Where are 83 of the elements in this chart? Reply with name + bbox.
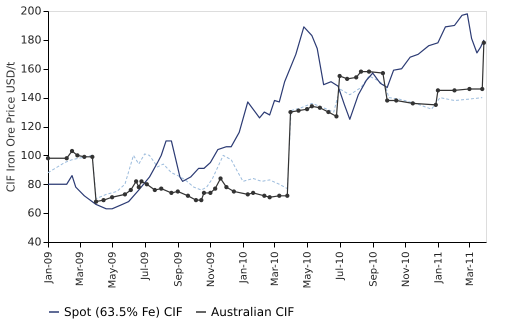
y-tick-label: 60 [28,206,42,220]
point [285,194,290,198]
point [345,76,350,81]
y-tick-label: 40 [28,236,42,248]
x-tick-label: Mar-10 [270,252,281,286]
point [366,70,372,74]
x-tick-label: May-10 [302,252,314,288]
point [213,186,218,191]
y-tick-label: 120 [20,120,42,133]
point [326,110,331,114]
point [70,148,74,154]
point [202,190,206,196]
point [224,185,229,190]
point [122,192,128,196]
point [208,190,212,196]
x-tick-label: May-09 [108,252,119,288]
point [277,194,282,198]
point [480,86,484,92]
point [128,188,133,192]
point [159,186,164,191]
y-tick-label: 140 [20,91,42,104]
point [358,70,364,74]
point [304,107,310,112]
x-tick-label: Jan-10 [238,252,250,284]
point [310,104,314,108]
point [296,108,301,113]
x-tick-label: Jan-09 [44,252,54,284]
point [110,195,114,200]
legend-label: Australian CIF [211,305,294,319]
point [186,194,190,198]
point [410,101,415,106]
point [250,190,256,196]
point [136,185,141,190]
point [380,70,386,76]
point [144,182,149,186]
point [246,192,250,196]
x-tick-label: Jul-10 [335,252,346,281]
x-tick-label: Mar-11 [464,252,476,286]
point [90,154,94,159]
point [334,114,339,119]
point [467,86,472,92]
point [101,198,106,202]
point [385,98,390,103]
point [318,106,322,110]
point [134,179,138,184]
point [436,88,440,93]
y-tick-label: 200 [20,4,42,18]
point [232,189,236,194]
point [262,194,266,198]
point [354,75,358,80]
point [46,156,50,160]
x-tick-label: Nov-09 [206,252,217,288]
line-series [47,13,484,210]
point [152,188,157,192]
point [82,154,86,159]
point [139,179,144,184]
point [218,176,223,181]
point [434,102,438,107]
x-tick-label: Jan-11 [433,252,444,284]
point [64,156,69,160]
x-tick-label: Mar-09 [75,252,86,286]
y-tick-label: 160 [20,62,42,76]
y-tick-label: 100 [20,148,42,162]
point [176,189,180,194]
x-tick-label: Sep-10 [368,252,380,287]
x-tick-label: Nov-10 [400,252,412,288]
legend-label: Spot (63.5% Fe) CIF [64,305,183,319]
y-axis-title: CIF Iron Ore Price USD/t [4,61,18,192]
point [482,40,486,45]
x-tick-label: Sep-09 [173,252,184,287]
x-tick-label: Jul-09 [140,252,152,281]
y-tick-label: 180 [20,33,42,46]
point [452,88,457,93]
point [75,153,80,158]
point [268,195,272,200]
point [288,110,293,114]
point [394,98,398,103]
point [194,198,198,202]
point [94,199,98,204]
point [338,74,342,78]
y-tick-label: 80 [28,178,42,191]
point [199,198,204,202]
point [169,190,174,196]
